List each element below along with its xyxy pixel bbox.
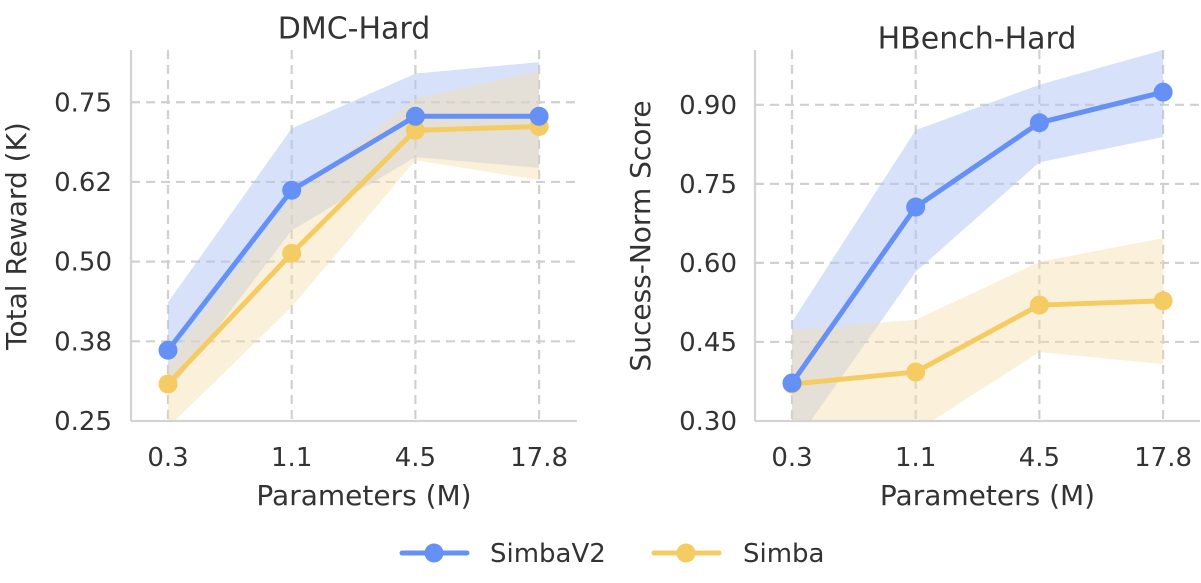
data-point-simbav2 [405, 106, 425, 126]
chart-hbench-hard: HBench-Hard 0.30 0.45 0.60 0.75 0.90 0.3 1.1 4.5… [624, 22, 1200, 512]
confidence-band-simbav2 [168, 62, 540, 393]
legend-item-simbav2: SimbaV2 [399, 539, 606, 569]
data-point-simbav2 [782, 373, 802, 393]
x-tick-label: 0.3 [771, 443, 812, 473]
confidence-band-simba [168, 71, 540, 421]
plot-area [168, 62, 540, 421]
x-tick-label: 17.8 [510, 443, 568, 473]
x-tick-label: 4.5 [1019, 443, 1060, 473]
y-tick-label: 0.75 [54, 88, 112, 118]
legend-item-simba: Simba [651, 539, 825, 569]
x-axis-title: Parameters (M) [256, 479, 471, 512]
data-point-simbav2 [282, 180, 302, 200]
legend: SimbaV2 Simba [399, 539, 825, 569]
data-point-simbav2 [158, 340, 178, 360]
y-tick-label: 0.50 [54, 248, 112, 278]
x-tick-label: 1.1 [895, 443, 936, 473]
x-tick-label: 4.5 [395, 443, 436, 473]
legend-marker [424, 543, 444, 563]
data-point-simbav2 [529, 106, 549, 126]
chart-dmc-hard: DMC-Hard 0.25 0.38 0.50 0.62 0.75 0.3 1.1 4.5 17.… [0, 12, 577, 512]
chart-title: DMC-Hard [278, 12, 431, 47]
data-point-simba [1029, 295, 1049, 315]
data-point-simba [405, 120, 425, 140]
y-tick-label: 0.75 [679, 170, 737, 200]
data-point-simbav2 [906, 197, 926, 217]
x-tick-label: 1.1 [271, 443, 312, 473]
y-tick-label: 0.38 [54, 327, 112, 357]
y-axis-title: Total Reward (K) [0, 122, 33, 351]
data-point-simba [158, 374, 178, 394]
series-line-simbav2 [789, 89, 1164, 385]
x-tick-label: 17.8 [1134, 443, 1192, 473]
chart-title: HBench-Hard [878, 22, 1077, 57]
y-tick-label: 0.25 [54, 407, 112, 437]
y-tick-label: 0.60 [679, 249, 737, 279]
x-axis-title: Parameters (M) [880, 479, 1095, 512]
data-point-simba [906, 362, 926, 382]
data-point-simbav2 [1029, 113, 1049, 133]
y-tick-label: 0.45 [679, 328, 737, 358]
legend-label: SimbaV2 [490, 539, 606, 569]
y-axis-title: Sucess-Norm Score [624, 100, 657, 371]
series-line-simbav2 [166, 113, 540, 352]
y-tick-label: 0.62 [54, 168, 112, 198]
legend-marker [676, 543, 696, 563]
data-point-simba [282, 243, 302, 263]
plot-area [792, 50, 1164, 421]
data-point-simbav2 [1153, 82, 1173, 102]
x-tick-label: 0.3 [147, 443, 188, 473]
y-tick-label: 0.30 [679, 407, 737, 437]
series-line-simba [166, 123, 540, 386]
legend-label: Simba [743, 539, 825, 569]
data-point-simba [1153, 291, 1173, 311]
y-tick-label: 0.90 [679, 91, 737, 121]
confidence-band-simbav2 [792, 50, 1164, 421]
series-line-simba [791, 298, 1164, 387]
